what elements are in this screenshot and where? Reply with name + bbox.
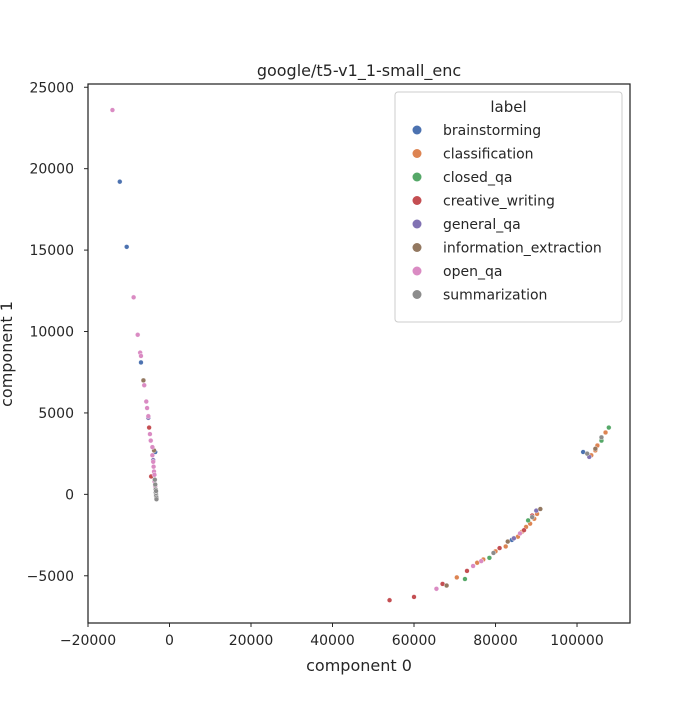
- point-summarization: [490, 550, 497, 556]
- point-creative_writing: [386, 597, 393, 603]
- point-summarization: [153, 496, 160, 502]
- data-points: [109, 107, 612, 603]
- point-open_qa: [144, 405, 150, 411]
- x-axis-label: component 0: [306, 656, 412, 675]
- point-closed_qa: [525, 517, 531, 524]
- legend-marker-information_extraction: [412, 243, 422, 252]
- point-summarization: [152, 481, 158, 488]
- legend: label brainstorming classification closed_q…: [394, 91, 623, 323]
- chart-title: google/t5-v1_1-small_enc: [257, 61, 461, 81]
- legend-box: [394, 91, 623, 323]
- point-open_qa: [145, 413, 151, 419]
- point-classification: [602, 429, 609, 436]
- point-closed_qa: [606, 424, 612, 431]
- x-tick-label: −20000: [60, 633, 116, 649]
- point-open_qa: [517, 530, 523, 537]
- point-creative_writing: [464, 568, 470, 574]
- point-creative_writing: [146, 424, 152, 431]
- legend-marker-general_qa: [412, 219, 422, 229]
- legend-label-closed_qa: closed_qa: [443, 170, 512, 186]
- x-tick-label: 0: [165, 633, 174, 649]
- point-open_qa: [149, 452, 155, 458]
- point-summarization: [584, 451, 590, 457]
- point-open_qa: [143, 398, 149, 405]
- point-open_qa: [150, 459, 156, 465]
- x-tick-label: 80000: [473, 633, 518, 649]
- point-closed_qa: [462, 576, 468, 582]
- legend-marker-brainstorming: [412, 125, 422, 135]
- plot-frame: [87, 83, 631, 624]
- y-tick-label: −5000: [27, 569, 74, 585]
- y-tick-label: 15000: [29, 243, 74, 259]
- y-axis-label: component 1: [0, 301, 16, 407]
- legend-marker-classification: [412, 149, 422, 158]
- legend-marker-closed_qa: [412, 172, 422, 182]
- point-open_qa: [470, 563, 476, 569]
- point-classification: [503, 543, 509, 550]
- point-open_qa: [131, 294, 137, 300]
- point-brainstorming: [138, 359, 144, 366]
- legend-label-general_qa: general_qa: [443, 217, 521, 233]
- point-open_qa: [478, 558, 484, 564]
- legend-label-brainstorming: brainstorming: [443, 123, 541, 139]
- point-information_extraction: [444, 582, 450, 589]
- legend-title: label: [490, 98, 526, 116]
- x-tick-label: 20000: [229, 633, 274, 649]
- y-tick-label: 0: [65, 487, 74, 503]
- point-open_qa: [135, 332, 141, 338]
- legend-marker-summarization: [412, 290, 422, 299]
- y-tick-label: 5000: [38, 406, 74, 422]
- point-brainstorming: [117, 179, 123, 185]
- point-information_extraction: [140, 377, 147, 383]
- point-summarization: [529, 514, 535, 520]
- y-tick-label: 10000: [29, 325, 74, 341]
- point-information_extraction: [537, 506, 543, 512]
- legend-marker-open_qa: [412, 266, 422, 276]
- legend-label-open_qa: open_qa: [443, 264, 502, 280]
- point-information_extraction: [505, 538, 511, 545]
- point-open_qa: [141, 382, 147, 388]
- point-open_qa: [149, 444, 155, 450]
- legend-marker-creative_writing: [412, 196, 422, 205]
- point-open_qa: [138, 353, 144, 359]
- point-open_qa: [433, 586, 440, 592]
- axis-ticks: −20000 0 20000 40000 60000 80000 100000 −5000 0 5…: [27, 80, 604, 649]
- point-creative_writing: [496, 545, 503, 551]
- point-summarization: [153, 488, 159, 494]
- legend-label-creative_writing: creative_writing: [443, 194, 555, 210]
- y-tick-label: 25000: [29, 80, 74, 96]
- point-open_qa: [148, 438, 154, 444]
- point-information_extraction: [592, 446, 598, 452]
- point-open_qa: [147, 431, 153, 437]
- point-classification: [454, 574, 460, 581]
- y-tick-label: 20000: [29, 162, 74, 178]
- point-summarization: [598, 434, 605, 440]
- legend-label-information_extraction: information_extraction: [443, 241, 602, 257]
- point-general_qa: [511, 535, 517, 541]
- x-tick-label: 100000: [550, 633, 603, 649]
- point-open_qa: [151, 472, 158, 478]
- x-tick-label: 60000: [392, 633, 437, 649]
- point-closed_qa: [486, 555, 493, 561]
- point-creative_writing: [521, 527, 527, 533]
- point-open_qa: [109, 107, 116, 113]
- point-creative_writing: [411, 594, 417, 600]
- legend-label-summarization: summarization: [443, 288, 547, 304]
- x-tick-label: 40000: [310, 633, 355, 649]
- point-brainstorming: [124, 244, 130, 250]
- point-summarization: [152, 477, 158, 483]
- legend-label-classification: classification: [443, 147, 534, 163]
- point-open_qa: [151, 464, 157, 470]
